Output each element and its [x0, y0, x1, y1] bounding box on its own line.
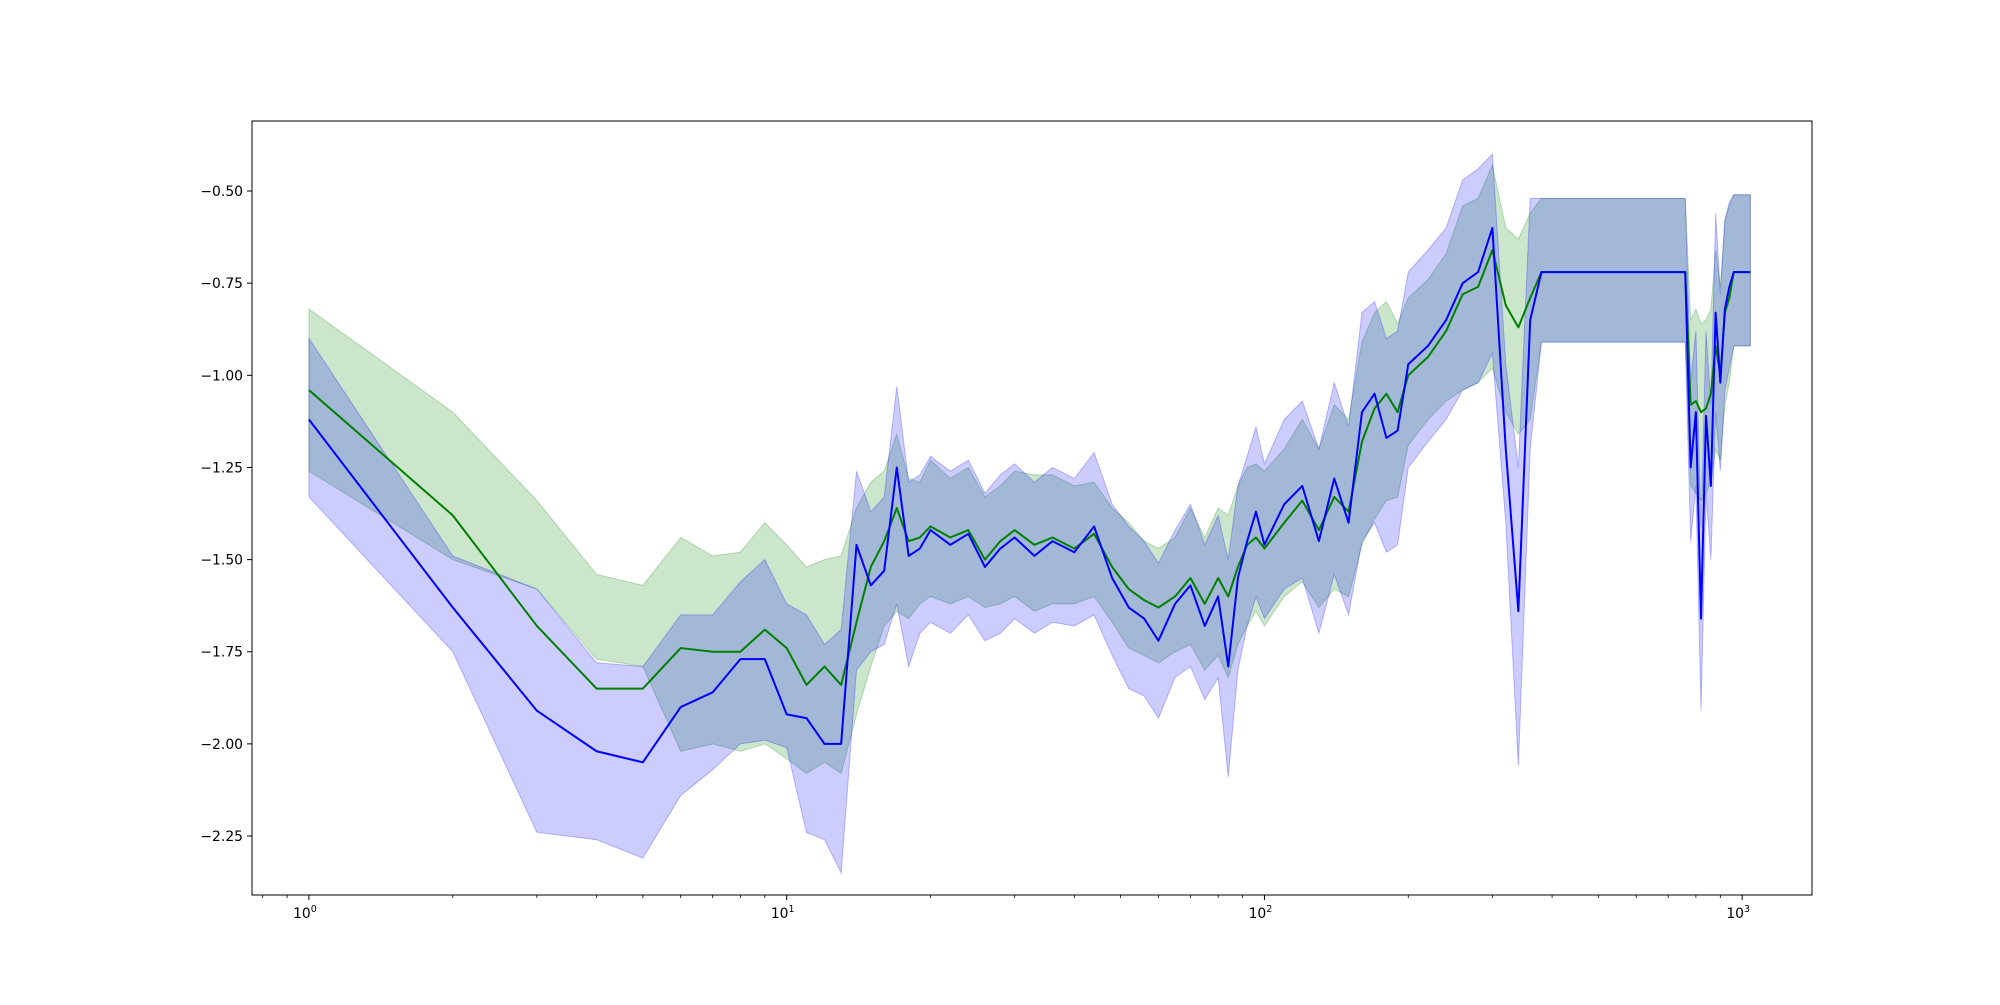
y-tick-label: −0.50	[200, 184, 243, 200]
x-tick-exponent: 1	[789, 904, 795, 915]
x-tick-exponent: 2	[1266, 904, 1272, 915]
confidence-bands	[308, 153, 1751, 875]
y-tick-label: −1.00	[200, 368, 243, 384]
y-tick-label: −1.50	[200, 553, 243, 569]
y-axis: −0.50 −0.75 −1.00 −1.25 −1.50 −1.75 −2.00 −2.25	[200, 184, 252, 845]
y-tick-label: −1.75	[200, 645, 243, 661]
y-tick-label: −1.25	[200, 460, 243, 476]
x-tick-exponent: 0	[311, 904, 317, 915]
series-1-band	[308, 163, 1751, 775]
y-tick-label: −2.00	[200, 737, 243, 753]
y-tick-label: −0.75	[200, 276, 243, 292]
series-2-line	[308, 226, 1751, 764]
series-2-band	[308, 153, 1751, 875]
y-tick-label: −2.25	[200, 829, 243, 845]
plot-frame	[251, 120, 1813, 896]
series-lines	[308, 226, 1751, 764]
x-tick-exponent: 3	[1744, 904, 1750, 915]
